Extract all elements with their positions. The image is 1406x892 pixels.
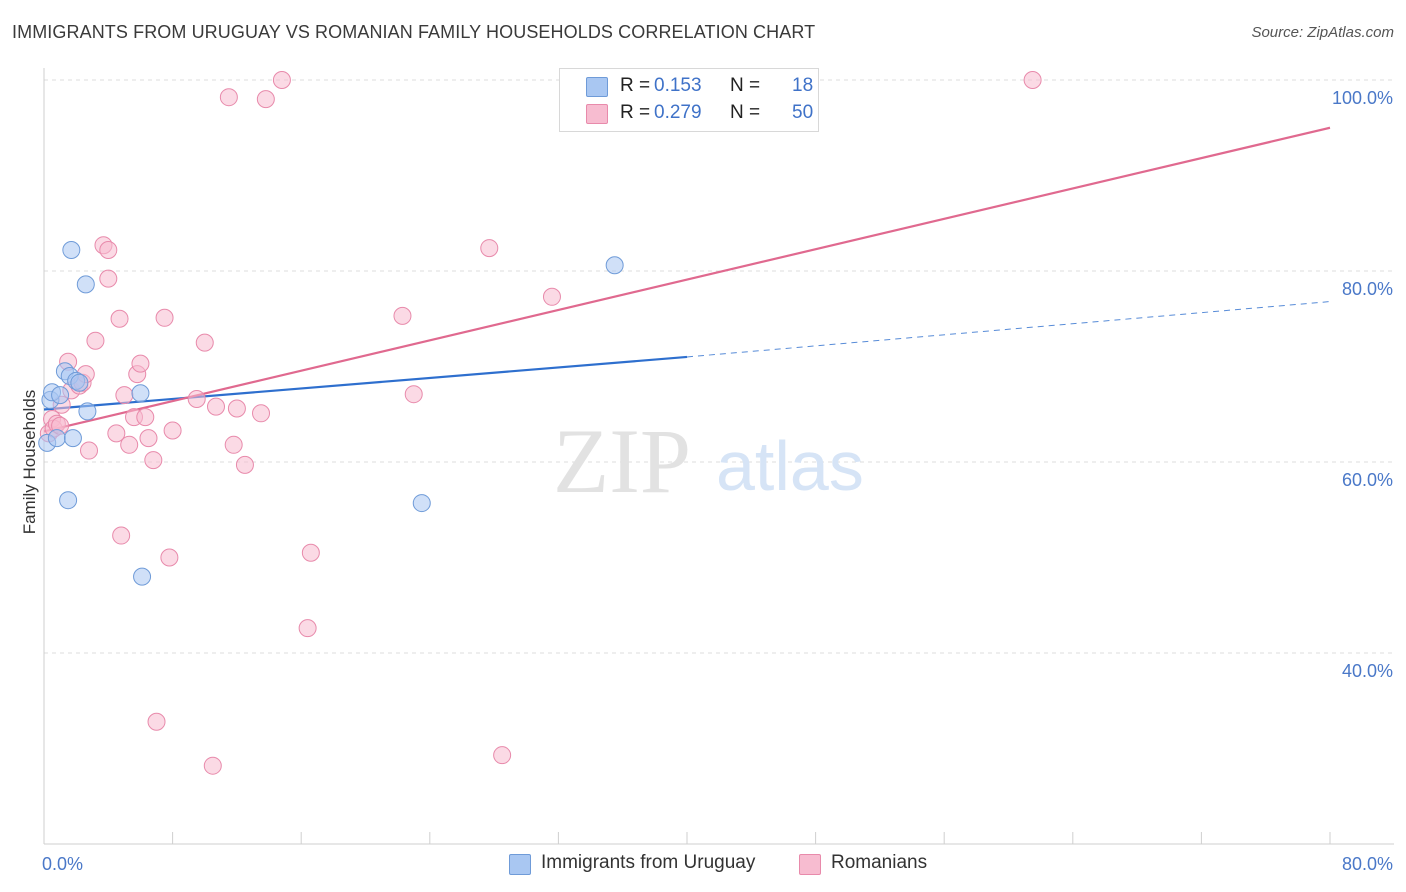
watermark: ZIP atlas bbox=[553, 410, 864, 512]
x-ticks bbox=[43, 832, 1331, 844]
point-romanians bbox=[298, 619, 317, 638]
y-axis-label: Family Households bbox=[20, 390, 39, 535]
y-tick-labels: 40.0% 60.0% 80.0% 100.0% bbox=[1332, 88, 1393, 681]
source-credit: Source: ZipAtlas.com bbox=[1251, 24, 1394, 41]
point-uruguay bbox=[59, 491, 78, 510]
point-romanians bbox=[203, 756, 222, 775]
point-uruguay bbox=[76, 275, 95, 294]
watermark-atlas: atlas bbox=[716, 427, 864, 505]
point-romanians bbox=[86, 331, 105, 350]
bottom-legend-swatch-romanians bbox=[799, 854, 821, 875]
point-uruguay bbox=[51, 386, 70, 405]
point-romanians bbox=[115, 386, 134, 405]
point-uruguay bbox=[62, 240, 81, 259]
legend-n-label: N = bbox=[730, 102, 761, 123]
y-tick-label: 40.0% bbox=[1342, 661, 1393, 681]
point-uruguay bbox=[47, 429, 66, 448]
point-romanians bbox=[163, 421, 182, 440]
point-romanians bbox=[112, 526, 131, 545]
point-romanians bbox=[131, 354, 150, 373]
legend-n-value: 50 bbox=[792, 102, 814, 123]
point-uruguay bbox=[70, 373, 89, 392]
legend-swatch-uruguay bbox=[586, 77, 608, 97]
legend-n-value: 18 bbox=[792, 75, 814, 96]
point-uruguay bbox=[605, 256, 624, 275]
x-tick-label-max: 80.0% bbox=[1342, 854, 1393, 874]
legend-r-value: 0.279 bbox=[654, 102, 702, 123]
legend-r-label: R = bbox=[620, 102, 651, 123]
point-romanians bbox=[155, 308, 174, 327]
point-romanians bbox=[252, 404, 271, 423]
point-romanians bbox=[160, 548, 179, 567]
gridlines bbox=[44, 79, 1394, 654]
axes bbox=[43, 68, 1394, 845]
bottom-legend-swatch-uruguay bbox=[509, 854, 531, 875]
point-romanians bbox=[480, 239, 499, 258]
point-romanians bbox=[219, 88, 238, 107]
point-uruguay bbox=[131, 384, 150, 403]
trend-lines bbox=[43, 126, 1331, 433]
legend-r-label: R = bbox=[620, 75, 651, 96]
trend-line-uruguay bbox=[43, 355, 688, 411]
point-romanians bbox=[110, 309, 129, 328]
point-romanians bbox=[235, 455, 254, 474]
point-romanians bbox=[301, 543, 320, 562]
point-romanians bbox=[256, 90, 275, 109]
point-romanians bbox=[120, 435, 139, 454]
point-romanians bbox=[147, 712, 166, 731]
trend-line-extension bbox=[686, 301, 1331, 358]
x-tick-label-min: 0.0% bbox=[42, 854, 83, 874]
point-romanians bbox=[207, 397, 226, 416]
point-romanians bbox=[99, 269, 118, 288]
point-romanians bbox=[272, 71, 291, 89]
chart-title: IMMIGRANTS FROM URUGUAY VS ROMANIAN FAMI… bbox=[12, 22, 816, 42]
point-romanians bbox=[393, 306, 412, 325]
point-uruguay bbox=[78, 402, 97, 421]
y-tick-label: 80.0% bbox=[1342, 279, 1393, 299]
y-tick-label: 100.0% bbox=[1332, 88, 1393, 108]
point-uruguay bbox=[133, 567, 152, 586]
legend-r-value: 0.153 bbox=[654, 75, 702, 96]
point-romanians bbox=[404, 385, 423, 404]
point-romanians bbox=[195, 333, 214, 352]
y-tick-label: 60.0% bbox=[1342, 470, 1393, 490]
point-romanians bbox=[107, 424, 126, 443]
legend: R = 0.153 N = 18 R = 0.279 N = 50 bbox=[559, 68, 819, 132]
point-romanians bbox=[99, 240, 118, 259]
point-romanians bbox=[224, 435, 243, 454]
point-romanians bbox=[144, 451, 163, 470]
point-romanians bbox=[139, 429, 158, 448]
point-romanians bbox=[227, 399, 246, 418]
point-uruguay bbox=[412, 494, 431, 513]
point-romanians bbox=[1023, 71, 1042, 89]
legend-swatch-romanians bbox=[586, 104, 608, 124]
data-points bbox=[38, 71, 1042, 775]
point-romanians bbox=[187, 389, 206, 408]
point-romanians bbox=[136, 408, 155, 427]
bottom-legend-label-uruguay: Immigrants from Uruguay bbox=[541, 852, 756, 873]
watermark-zip: ZIP bbox=[553, 410, 691, 512]
trend-line-romanians bbox=[43, 126, 1331, 433]
point-uruguay bbox=[63, 429, 82, 448]
point-romanians bbox=[80, 441, 99, 460]
point-romanians bbox=[493, 746, 512, 765]
bottom-legend-label-romanians: Romanians bbox=[831, 852, 928, 873]
point-romanians bbox=[542, 287, 561, 306]
legend-n-label: N = bbox=[730, 75, 761, 96]
